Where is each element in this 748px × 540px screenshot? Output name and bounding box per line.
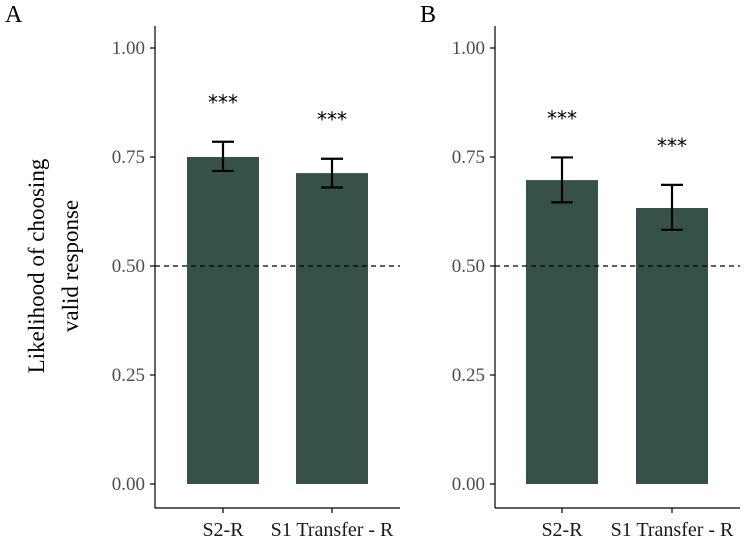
y-axis-label-line1: Likelihood of choosing <box>24 158 49 373</box>
significance-label: *** <box>657 134 687 158</box>
y-tick-label: 0.50 <box>452 256 485 277</box>
x-tick-label: S1 Transfer - R <box>611 519 734 540</box>
significance-label: *** <box>547 106 577 130</box>
y-tick-label: 0.25 <box>452 365 485 386</box>
y-tick-label: 1.00 <box>112 38 145 59</box>
bar <box>296 173 368 484</box>
error-bar <box>661 183 683 231</box>
y-axis-label-line2: valid response <box>58 200 83 332</box>
x-tick-label: S2-R <box>541 519 583 540</box>
error-bar <box>321 157 343 189</box>
x-tick-label: S1 Transfer - R <box>271 519 394 540</box>
panel-a: A 0.00 0.25 0.50 0.75 1.00 *** S2-R *** S1 Transf… <box>5 2 400 540</box>
y-tick-label: 1.00 <box>452 38 485 59</box>
significance-label: *** <box>317 108 347 132</box>
y-tick-label: 0.00 <box>452 474 485 495</box>
error-bar <box>212 140 234 173</box>
y-tick-label: 0.25 <box>112 365 145 386</box>
x-tick-label: S2-R <box>202 519 244 540</box>
panel-b: B 0.00 0.25 0.50 0.75 1.00 *** S2-R *** S1 Transf… <box>420 2 740 540</box>
panel-label: B <box>420 2 436 28</box>
significance-label: *** <box>208 91 238 115</box>
y-tick-label: 0.75 <box>452 147 485 168</box>
panel-label: A <box>5 2 23 28</box>
error-bar <box>551 156 573 204</box>
bar <box>636 208 708 484</box>
bar <box>526 180 598 484</box>
y-tick-label: 0.50 <box>112 256 145 277</box>
bar <box>187 157 259 484</box>
y-tick-label: 0.00 <box>112 474 145 495</box>
y-tick-label: 0.75 <box>112 147 145 168</box>
